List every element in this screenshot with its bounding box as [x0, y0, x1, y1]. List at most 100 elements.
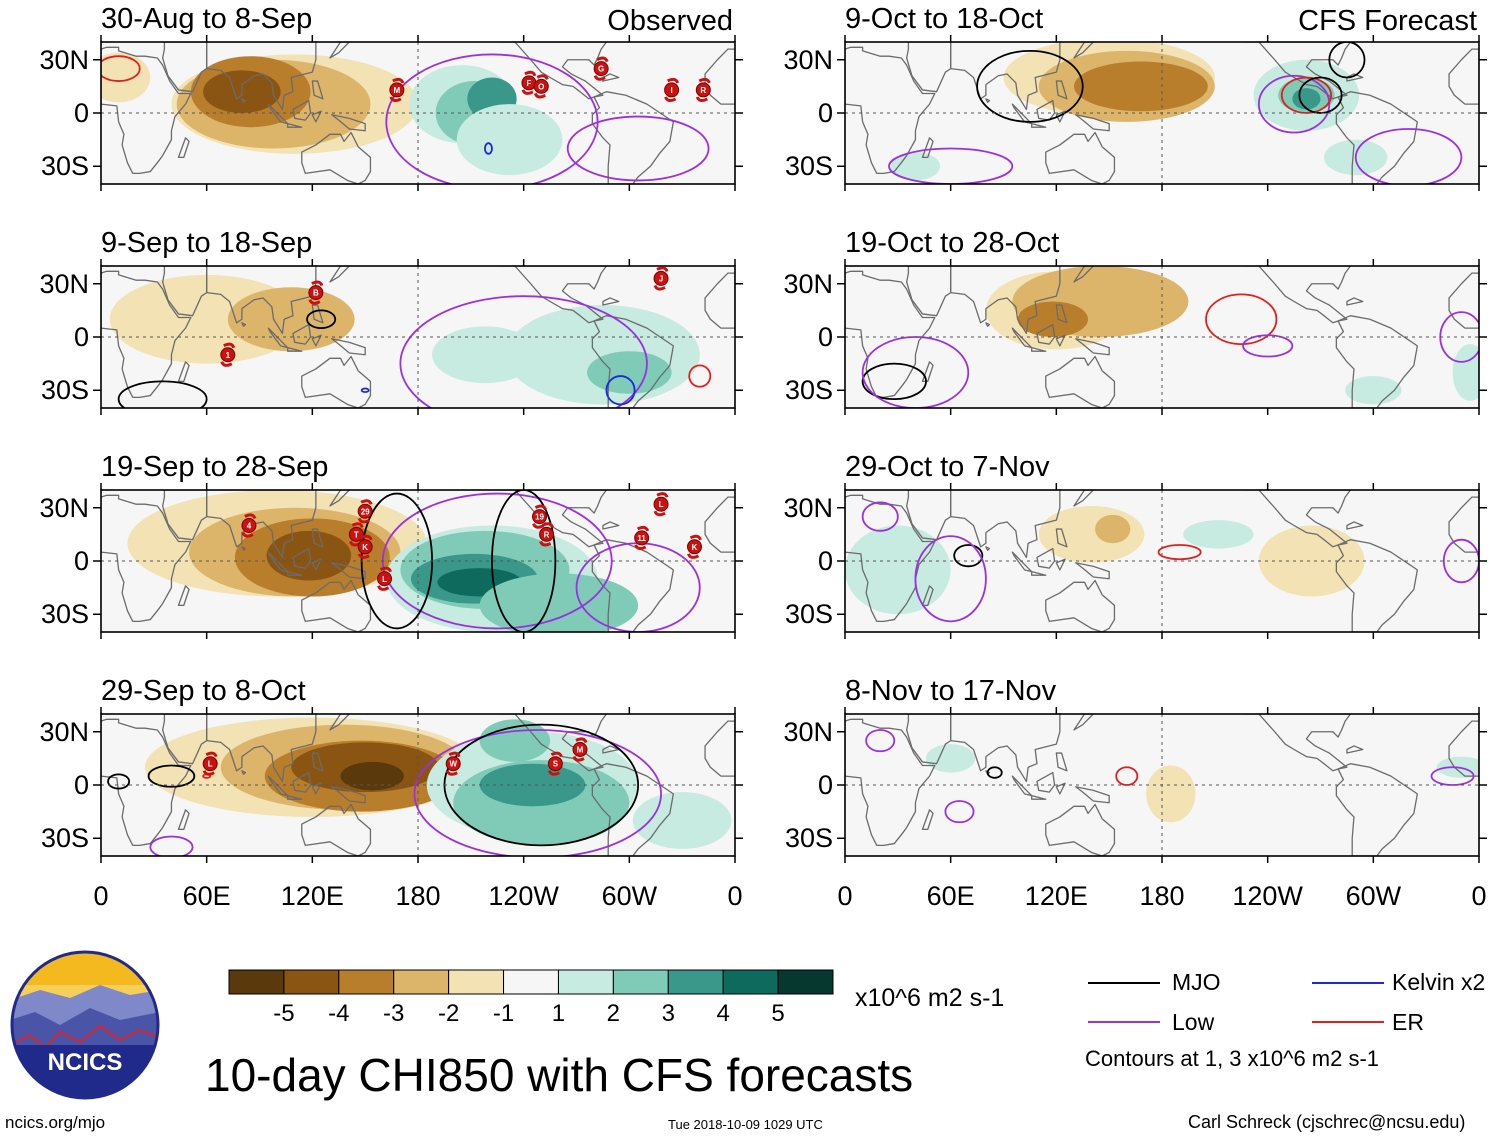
storm-swirl [653, 492, 669, 517]
legend-note: Contours at 1, 3 x10^6 m2 s-1 [1085, 1046, 1380, 1071]
storm-icon [202, 756, 218, 772]
x-tick-label: 120E [280, 881, 344, 911]
storm-icon [533, 78, 549, 94]
coastline [292, 771, 312, 793]
colorbar-label: 1 [551, 1000, 566, 1027]
map-content [101, 490, 735, 632]
coastline [161, 42, 208, 93]
low-contour [1257, 74, 1331, 134]
positive-anomaly-area [432, 326, 538, 384]
timestamp: Tue 2018-10-09 1029 UTC [668, 1117, 823, 1132]
x-tick-label: 60W [601, 881, 658, 911]
mjo-contour [976, 49, 1084, 123]
coastline [287, 346, 303, 352]
coastline [267, 775, 289, 797]
negative-anomaly-area [1146, 765, 1196, 823]
coastline [241, 770, 247, 775]
er-contour [1157, 544, 1202, 561]
negative-anomaly-area [1258, 525, 1365, 597]
coastline [1075, 786, 1110, 804]
storm-marker: O [533, 74, 549, 99]
coastline [329, 266, 350, 283]
coastline [241, 322, 247, 328]
coastline [845, 494, 936, 622]
coastline [241, 98, 247, 103]
colorbar-label: -5 [273, 1000, 295, 1027]
coastline [1075, 114, 1110, 132]
coastline [101, 270, 192, 399]
y-tick-label: 30S [784, 151, 833, 182]
storm-swirl [377, 566, 392, 591]
panel-title-1: 30-Aug to 8-Sep [101, 3, 313, 35]
coastline [161, 714, 208, 765]
negative-anomaly-area [1017, 301, 1089, 337]
y-tick-label: 30S [40, 823, 89, 854]
coastline [101, 46, 192, 175]
mjo-contour [953, 544, 984, 568]
storm-icon [308, 285, 324, 301]
storm-icon [547, 756, 563, 772]
storm-marker: T [348, 522, 364, 547]
mjo-contour [861, 362, 927, 401]
coastline [1045, 579, 1116, 632]
storm-swirl [547, 751, 563, 776]
storm-marker: 4 [241, 513, 257, 538]
positive-anomaly-area [845, 525, 951, 615]
coastline [1045, 355, 1116, 408]
coastline [1244, 714, 1352, 772]
colorbar-swatch [612, 969, 669, 995]
storm-marker: 11 [634, 525, 650, 551]
coastline [1055, 528, 1068, 548]
storm-marker: J [653, 266, 669, 291]
storm-label: I [670, 86, 672, 95]
storm-marker: M [572, 737, 588, 762]
colorbar-swatch [722, 969, 779, 995]
coastline [1244, 490, 1352, 548]
storm-label: T [354, 530, 359, 539]
coastline [1011, 327, 1033, 349]
map-panel-4 [93, 707, 743, 863]
mjo-contour [491, 490, 557, 632]
coastline [1346, 297, 1364, 306]
coastline [287, 123, 303, 128]
storm-icon [653, 496, 669, 512]
coastline [1055, 80, 1068, 100]
colorbar-swatch [667, 969, 724, 995]
legend-label-er: ER [1392, 1009, 1424, 1035]
storm-icon [389, 82, 405, 98]
coastline [177, 585, 190, 607]
low-contour [1242, 334, 1294, 358]
coastline [602, 297, 620, 306]
coastline [177, 137, 190, 159]
x-tick-label: 120W [1232, 881, 1303, 911]
low-contour [944, 800, 975, 824]
map-content [101, 42, 735, 184]
storm-label: O [538, 82, 544, 91]
low-contour [399, 295, 648, 408]
storm-swirl [521, 70, 537, 95]
storm-icon [357, 539, 373, 555]
coastline [985, 322, 991, 328]
coastline [311, 334, 322, 347]
coastline [292, 99, 312, 121]
storm-icon [532, 509, 548, 525]
kelvin-contour [360, 387, 370, 393]
low-contour [1442, 538, 1479, 584]
coastline [1055, 752, 1068, 772]
coastline [311, 752, 324, 772]
storm-swirl [533, 74, 549, 99]
x-tick-label: 180 [395, 881, 441, 911]
coastline [206, 714, 317, 783]
coastline [287, 571, 303, 576]
storm-label: M [577, 746, 584, 755]
map-content [101, 266, 735, 408]
source-link[interactable]: ncics.org/mjo [5, 1113, 106, 1132]
map-content [845, 490, 1479, 632]
colorbar [228, 969, 834, 995]
mjo-contour [306, 309, 337, 330]
coastline [292, 547, 312, 569]
x-tick-label: 180 [1139, 881, 1185, 911]
colorbar-swatch [503, 969, 559, 995]
y-tick-label: 30S [40, 151, 89, 182]
